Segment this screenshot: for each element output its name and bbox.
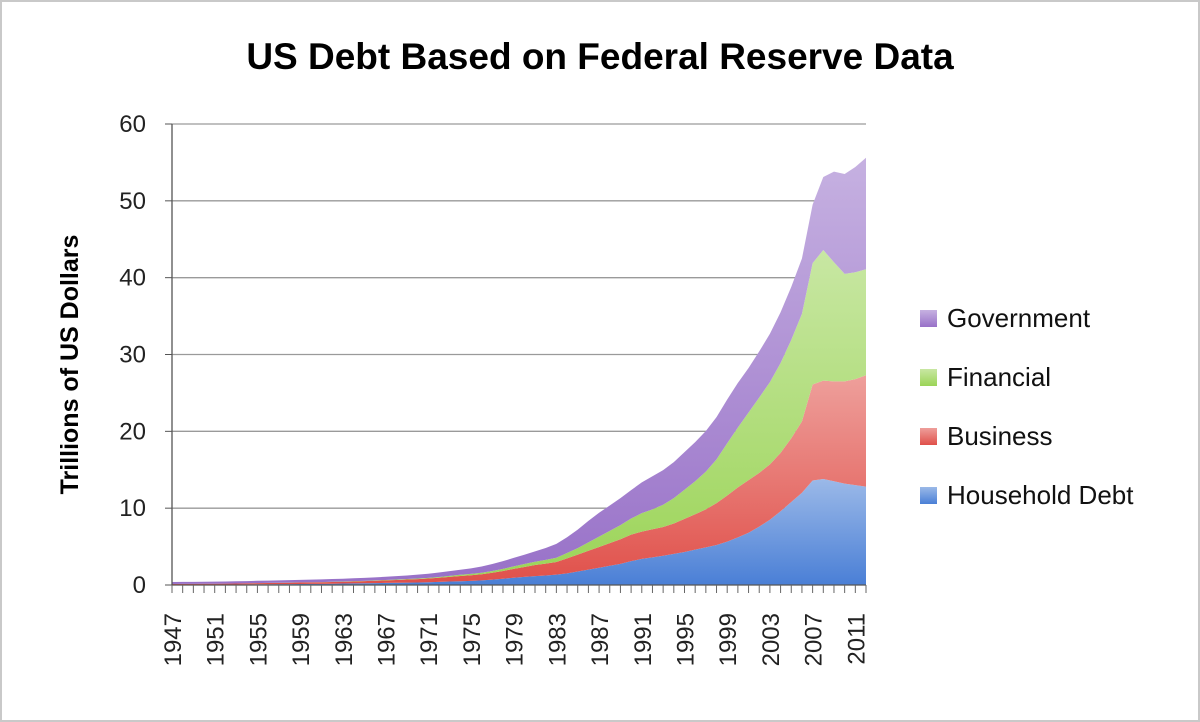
y-tick-label: 10 <box>119 495 146 522</box>
y-axis-label: Trillions of US Dollars <box>56 235 84 495</box>
x-tick-label: 1995 <box>672 613 699 666</box>
y-tick-label: 60 <box>119 111 146 138</box>
legend-label: Government <box>947 303 1091 333</box>
legend-label: Business <box>947 421 1053 451</box>
x-tick-label: 1951 <box>203 613 230 666</box>
x-tick-label: 1991 <box>630 613 657 666</box>
x-tick-label: 1967 <box>374 613 401 666</box>
legend-swatch <box>920 369 937 386</box>
x-tick-label: 1975 <box>459 613 486 666</box>
area-government <box>172 157 866 584</box>
chart-title: US Debt Based on Federal Reserve Data <box>246 36 954 77</box>
area-business <box>172 375 866 585</box>
x-tick-label: 1979 <box>502 613 529 666</box>
x-tick-label: 1955 <box>245 613 272 666</box>
y-tick-label: 50 <box>119 188 146 215</box>
legend-label: Financial <box>947 362 1051 392</box>
y-tick-label: 30 <box>119 342 146 369</box>
x-tick-label: 1983 <box>544 613 571 666</box>
area-household-debt <box>172 478 866 585</box>
x-tick-label: 1987 <box>587 613 614 666</box>
x-tick-label: 1959 <box>288 613 315 666</box>
y-tick-label: 20 <box>119 418 146 445</box>
x-tick-label: 2007 <box>801 613 828 666</box>
legend-swatch <box>920 487 937 504</box>
legend-label: Household Debt <box>947 480 1134 510</box>
legend-swatch <box>920 428 937 445</box>
y-tick-label: 40 <box>119 265 146 292</box>
x-tick-label: 2011 <box>843 613 870 665</box>
x-tick-label: 1947 <box>160 613 187 666</box>
x-tick-label: 1963 <box>331 613 358 666</box>
y-tick-label: 0 <box>133 572 146 599</box>
x-tick-label: 1999 <box>715 613 742 666</box>
x-tick-label: 1971 <box>416 613 443 666</box>
legend-swatch <box>920 310 937 327</box>
x-tick-label: 2003 <box>758 613 785 666</box>
area-financial <box>172 250 866 584</box>
